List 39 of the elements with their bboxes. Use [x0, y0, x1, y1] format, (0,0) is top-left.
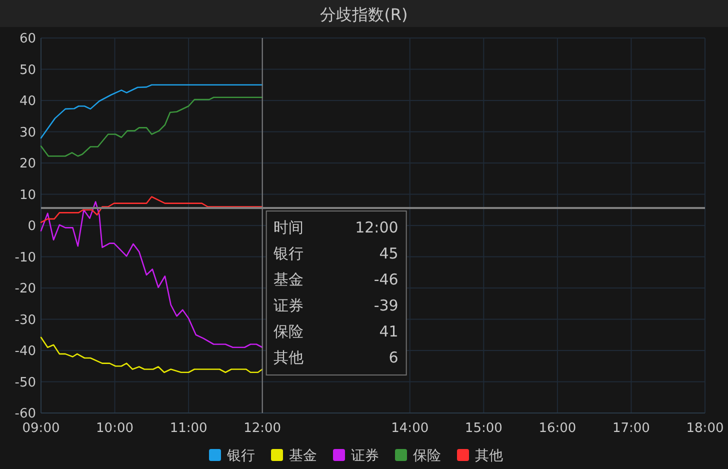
y-tick-label: 40 [19, 94, 36, 110]
line-series [40, 201, 263, 348]
line-series [40, 196, 263, 224]
y-tick-label: -40 [14, 344, 36, 360]
text: 时间 12:00 [273, 218, 398, 236]
x-tick-label: 09:00 [22, 421, 60, 436]
y-tick-label: 0 [28, 219, 36, 234]
text: 保险 41 [273, 322, 398, 340]
line-series [40, 96, 263, 157]
legend-label: 其他 [475, 448, 503, 464]
legend-label: 基金 [289, 448, 317, 464]
y-tick-label: 10 [19, 188, 36, 203]
line-series [40, 336, 263, 374]
y-tick-label: 30 [19, 125, 36, 140]
x-tick-label: 18:00 [686, 421, 724, 436]
x-tick-label: 14:00 [391, 421, 429, 436]
text: 证券 -39 [273, 296, 398, 314]
x-tick-label: 15:00 [464, 421, 502, 436]
chart-title: 分歧指数(R) [320, 5, 408, 24]
y-tick-label: -30 [14, 312, 36, 328]
legend-label: 银行 [226, 448, 255, 464]
y-tick-label: 60 [19, 32, 36, 47]
x-tick-label: 17:00 [612, 421, 650, 436]
x-tick-label: 16:00 [538, 421, 576, 436]
text: 银行 45 [273, 244, 398, 262]
text: 其他 6 [273, 348, 398, 366]
line-series [40, 84, 263, 139]
x-tick-label: 12:00 [244, 421, 282, 436]
x-tick-label: 10:00 [96, 421, 134, 436]
y-tick-label: 20 [19, 156, 36, 172]
y-tick-label: -10 [14, 250, 36, 266]
y-tick-label: -60 [14, 406, 36, 422]
text: 基金 -46 [273, 270, 398, 288]
y-tick-label: -20 [14, 282, 36, 297]
y-tick-label: 50 [19, 62, 36, 78]
legend-label: 证券 [351, 448, 379, 464]
legend-label: 保险 [413, 448, 441, 464]
x-tick-label: 11:00 [170, 421, 208, 436]
y-tick-label: -50 [14, 375, 36, 390]
